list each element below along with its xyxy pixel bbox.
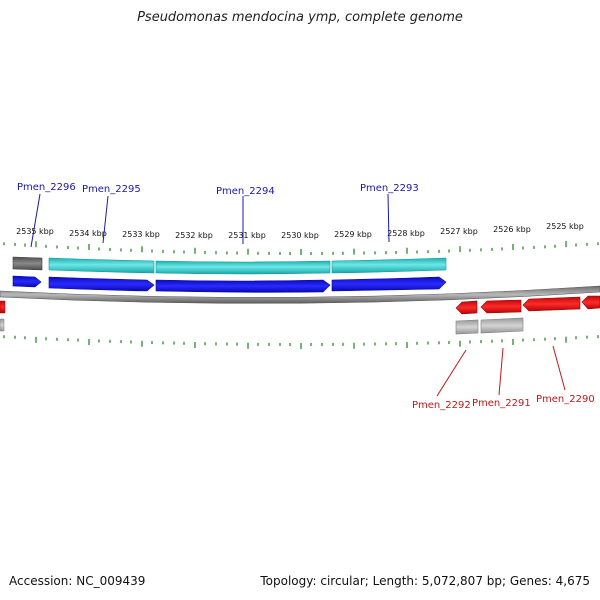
kbp-label-2530: 2530 kbp xyxy=(281,231,319,240)
accession-value: NC_009439 xyxy=(76,574,146,588)
tick-row-bottom xyxy=(3,335,599,349)
gene-track-forward xyxy=(12,275,447,293)
kbp-label-2531: 2531 kbp xyxy=(228,231,266,240)
cds-track-top xyxy=(12,256,447,275)
leader-line-pmen-2295 xyxy=(102,195,109,244)
gene-label-pmen-2294[interactable]: Pmen_2294 xyxy=(216,186,275,197)
gene-labels-top: Pmen_2296 Pmen_2295 Pmen_2294 Pmen_2293 xyxy=(17,182,419,248)
gene-label-pmen-2296[interactable]: Pmen_2296 xyxy=(17,182,76,193)
map-title: Pseudomonas mendocina ymp, complete geno… xyxy=(137,10,463,25)
leader-line-pmen-2290 xyxy=(552,345,566,391)
leader-line-pmen-2291 xyxy=(498,347,504,396)
gene-arrow-right-edge[interactable] xyxy=(581,295,600,310)
gene-arrow-pmen-2291[interactable] xyxy=(480,299,522,314)
genome-backbone xyxy=(0,285,600,304)
topology-info: Topology: circular; Length: 5,072,807 bp… xyxy=(260,574,590,588)
gene-arrow-pmen-2294[interactable] xyxy=(155,279,331,293)
tick-row-top xyxy=(3,241,599,255)
kbp-label-2529: 2529 kbp xyxy=(334,230,372,239)
kbp-label-row: 2535 kbp 2534 kbp 2533 kbp 2532 kbp 2531… xyxy=(16,222,584,240)
kbp-label-2534: 2534 kbp xyxy=(69,229,107,238)
leader-line-pmen-2296 xyxy=(30,193,41,248)
kbp-label-2528: 2528 kbp xyxy=(387,229,425,238)
kbp-label-2535: 2535 kbp xyxy=(16,227,54,236)
gene-arrow-pmen-2292[interactable] xyxy=(455,300,478,315)
gene-arrow-pmen-2290[interactable] xyxy=(522,296,581,312)
gene-arrow-left-edge[interactable] xyxy=(0,300,6,314)
cds-feature-pmen-2294[interactable] xyxy=(155,260,331,275)
gene-arrow-pmen-2293[interactable] xyxy=(331,276,447,292)
leader-line-pmen-2293 xyxy=(387,193,390,243)
kbp-label-2526: 2526 kbp xyxy=(493,225,531,234)
cds-feature-pmen-2296[interactable] xyxy=(12,256,43,271)
gene-arrow-pmen-2295[interactable] xyxy=(48,276,155,292)
gene-label-pmen-2293[interactable]: Pmen_2293 xyxy=(360,183,419,194)
accession-info: Accession: NC_009439 xyxy=(9,574,145,588)
gene-label-pmen-2295[interactable]: Pmen_2295 xyxy=(82,184,141,195)
accession-label: Accession: xyxy=(9,574,73,588)
cds-feature-pmen-2291[interactable] xyxy=(480,317,524,334)
cds-feature-pmen-2292[interactable] xyxy=(455,319,479,335)
gene-label-pmen-2290[interactable]: Pmen_2290 xyxy=(536,394,595,405)
cds-feature-pmen-2295[interactable] xyxy=(48,257,155,274)
cds-feature-pmen-2293[interactable] xyxy=(331,257,447,274)
gene-label-pmen-2291[interactable]: Pmen_2291 xyxy=(472,398,531,409)
kbp-label-2532: 2532 kbp xyxy=(175,231,213,240)
cds-edge-left[interactable] xyxy=(0,318,5,332)
kbp-label-2525: 2525 kbp xyxy=(546,222,584,231)
gene-arrow-pmen-2296[interactable] xyxy=(12,275,42,288)
kbp-label-2533: 2533 kbp xyxy=(122,230,160,239)
gene-labels-bottom: Pmen_2292 Pmen_2291 Pmen_2290 xyxy=(412,345,595,411)
leader-line-pmen-2292 xyxy=(436,349,467,397)
cds-track-bottom xyxy=(0,317,524,335)
kbp-label-2527: 2527 kbp xyxy=(440,227,478,236)
gene-track-reverse xyxy=(0,295,600,315)
gene-label-pmen-2292[interactable]: Pmen_2292 xyxy=(412,400,471,411)
